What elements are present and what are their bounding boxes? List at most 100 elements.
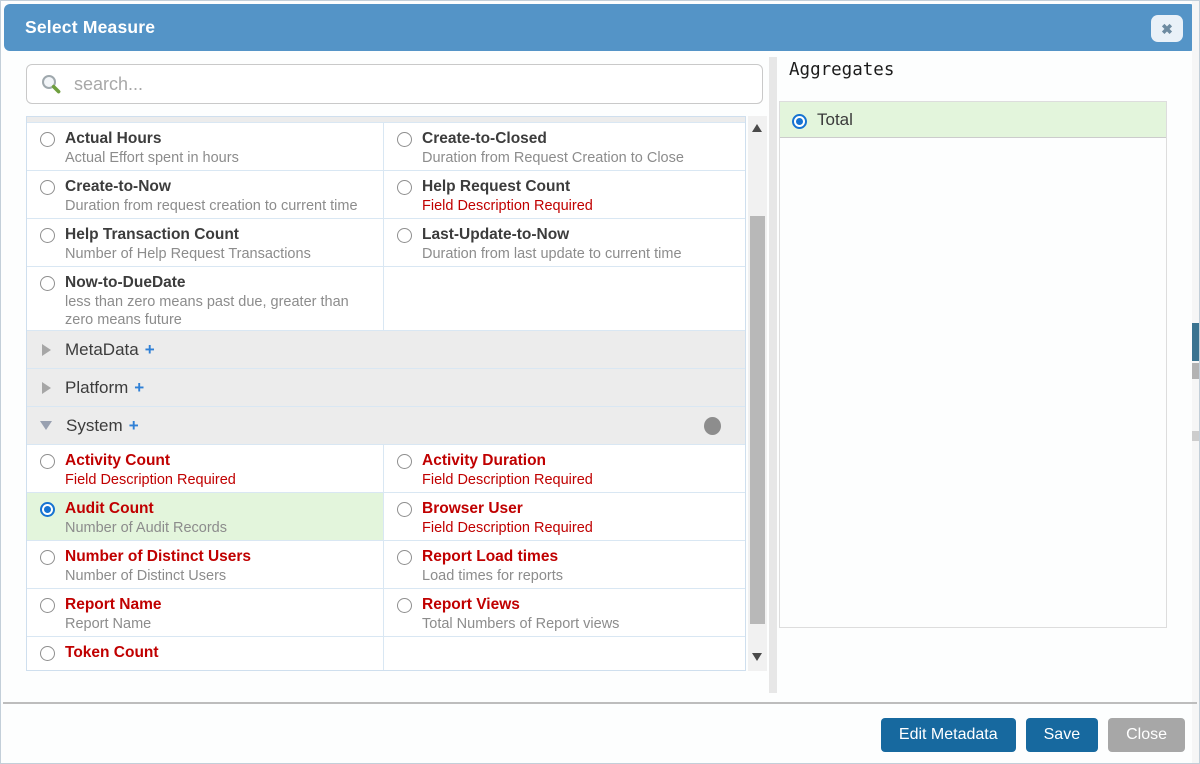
measure-item-create-to-closed[interactable]: Create-to-Closed Duration from Request C… <box>384 123 745 170</box>
radio-icon[interactable] <box>397 550 412 565</box>
measure-item-audit-count-selected[interactable]: Audit Count Number of Audit Records <box>27 493 384 540</box>
measure-desc: Number of Help Request Transactions <box>65 246 311 262</box>
measure-desc: Field Description Required <box>422 520 593 536</box>
measure-item-now-to-duedate[interactable]: Now-to-DueDate less than zero means past… <box>27 267 384 330</box>
measure-title: Token Count <box>65 644 159 661</box>
measure-desc: Duration from Request Creation to Close <box>422 150 684 166</box>
measure-desc: Field Description Required <box>422 472 593 488</box>
page-scrollbar-segment <box>1192 363 1199 379</box>
section-label: System <box>66 415 123 435</box>
page-scrollbar-segment <box>1192 431 1199 441</box>
list-scrollbar[interactable] <box>748 116 767 671</box>
radio-icon[interactable] <box>397 228 412 243</box>
radio-selected-icon[interactable] <box>792 113 807 129</box>
measure-title: Last-Update-to-Now <box>422 226 570 243</box>
measure-desc: Actual Effort spent in hours <box>65 150 239 166</box>
radio-icon[interactable] <box>397 598 412 613</box>
aggregate-label: Total <box>817 109 853 129</box>
radio-icon[interactable] <box>397 132 412 147</box>
measure-item-create-to-now[interactable]: Create-to-Now Duration from request crea… <box>27 171 384 218</box>
measure-desc: Duration from last update to current tim… <box>422 246 682 262</box>
measure-item-report-views[interactable]: Report Views Total Numbers of Report vie… <box>384 589 745 636</box>
radio-icon[interactable] <box>40 598 55 613</box>
collapsed-triangle-icon <box>42 343 51 356</box>
measure-item-last-update-to-now[interactable]: Last-Update-to-Now Duration from last up… <box>384 219 745 266</box>
measure-title: Create-to-Closed <box>422 130 547 147</box>
measure-row: Number of Distinct Users Number of Disti… <box>27 541 745 589</box>
close-button[interactable]: ✖ <box>1151 15 1183 42</box>
scroll-down-arrow-icon[interactable] <box>752 653 762 661</box>
close-icon: ✖ <box>1161 20 1173 37</box>
measure-item-actual-hours[interactable]: Actual Hours Actual Effort spent in hour… <box>27 123 384 170</box>
save-button[interactable]: Save <box>1025 718 1099 752</box>
measure-title: Number of Distinct Users <box>65 548 252 565</box>
measure-title: Create-to-Now <box>65 178 171 195</box>
measure-item-help-transaction-count[interactable]: Help Transaction Count Number of Help Re… <box>27 219 384 266</box>
section-plus-icon[interactable]: + <box>144 339 155 359</box>
section-platform[interactable]: Platform + <box>27 369 745 407</box>
radio-icon[interactable] <box>40 550 55 565</box>
measure-row: Activity Count Field Description Require… <box>27 445 745 493</box>
measure-item-activity-count[interactable]: Activity Count Field Description Require… <box>27 445 384 492</box>
radio-icon[interactable] <box>40 180 55 195</box>
measure-item-report-name[interactable]: Report Name Report Name <box>27 589 384 636</box>
footer-divider <box>3 702 1197 704</box>
page-scrollbar-thumb[interactable] <box>1192 323 1199 361</box>
radio-icon[interactable] <box>40 276 55 291</box>
search-box <box>26 64 763 104</box>
expanded-triangle-icon <box>40 421 52 430</box>
radio-icon[interactable] <box>40 454 55 469</box>
close-dialog-button[interactable]: Close <box>1108 718 1185 752</box>
aggregates-panel: Total <box>779 101 1167 628</box>
dialog-header: Select Measure ✖ <box>4 4 1196 51</box>
measure-title: Activity Count <box>65 452 171 469</box>
section-plus-icon[interactable]: + <box>134 377 145 397</box>
measure-title: Audit Count <box>65 500 154 517</box>
page-scrollbar[interactable] <box>1192 1 1199 763</box>
measure-title: Now-to-DueDate <box>65 274 186 291</box>
radio-icon[interactable] <box>40 646 55 661</box>
dialog-title: Select Measure <box>25 17 156 37</box>
measure-desc: Number of Distinct Users <box>65 568 227 584</box>
aggregates-heading: Aggregates <box>789 60 895 80</box>
edit-metadata-button[interactable]: Edit Metadata <box>880 718 1016 752</box>
radio-icon[interactable] <box>397 454 412 469</box>
measure-item-browser-user[interactable]: Browser User Field Description Required <box>384 493 745 540</box>
scroll-up-arrow-icon[interactable] <box>752 124 762 132</box>
empty-cell <box>384 637 745 670</box>
radio-icon[interactable] <box>40 132 55 147</box>
section-plus-icon[interactable]: + <box>128 415 139 435</box>
section-system[interactable]: System + <box>27 407 745 445</box>
measure-desc: Number of Audit Records <box>65 520 227 536</box>
radio-selected-icon[interactable] <box>40 502 55 517</box>
measure-row: Create-to-Now Duration from request crea… <box>27 171 745 219</box>
measure-row: Token Count <box>27 637 745 670</box>
measure-desc: Field Description Required <box>422 198 593 214</box>
section-label: Platform <box>65 377 129 397</box>
measure-item-activity-duration[interactable]: Activity Duration Field Description Requ… <box>384 445 745 492</box>
measure-item-token-count[interactable]: Token Count <box>27 637 384 670</box>
radio-icon[interactable] <box>397 180 412 195</box>
measure-title: Report Name <box>65 596 162 613</box>
measure-title: Browser User <box>422 500 523 517</box>
measure-item-help-request-count[interactable]: Help Request Count Field Description Req… <box>384 171 745 218</box>
measure-row: Now-to-DueDate less than zero means past… <box>27 267 745 331</box>
measure-title: Report Views <box>422 596 520 613</box>
section-metadata[interactable]: MetaData + <box>27 331 745 369</box>
search-input[interactable] <box>72 67 762 101</box>
section-status-dot <box>704 417 721 435</box>
aggregate-item-total[interactable]: Total <box>780 102 1166 138</box>
measure-item-report-load-times[interactable]: Report Load times Load times for reports <box>384 541 745 588</box>
measure-title: Help Transaction Count <box>65 226 239 243</box>
radio-icon[interactable] <box>397 502 412 517</box>
measure-title: Actual Hours <box>65 130 162 147</box>
measure-desc: Field Description Required <box>65 472 236 488</box>
measure-desc: less than zero means past due, greater t… <box>65 294 349 328</box>
collapsed-triangle-icon <box>42 381 51 394</box>
radio-icon[interactable] <box>40 228 55 243</box>
measure-desc: Load times for reports <box>422 568 564 584</box>
measure-title: Report Load times <box>422 548 559 565</box>
scrollbar-thumb[interactable] <box>750 216 765 624</box>
measure-item-number-of-distinct-users[interactable]: Number of Distinct Users Number of Disti… <box>27 541 384 588</box>
